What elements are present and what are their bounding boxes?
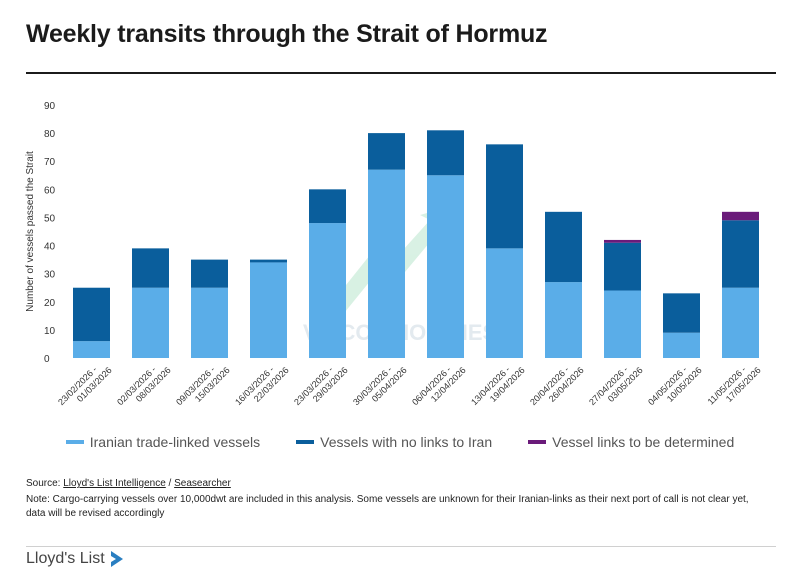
bar-segment-no-links (604, 242, 641, 291)
bar-segment-iranian (663, 332, 700, 358)
bar-segment-iranian (486, 248, 523, 358)
y-tick-label: 10 (44, 326, 56, 337)
footer-divider (26, 546, 776, 547)
x-tick-label: 23/03/2026 -29/03/2026 (292, 357, 350, 415)
y-tick-label: 0 (44, 354, 50, 365)
legend-swatch-iranian (65, 440, 84, 444)
y-tick-label: 50 (44, 213, 56, 224)
legend-label-no-links: Vessels with no links to Iran (320, 434, 493, 450)
bar-segment-iranian (309, 223, 346, 358)
legend-item-tbd: Vessel links to be determined (528, 434, 734, 450)
bar-segment-iranian (191, 287, 228, 358)
bar-segment-no-links (486, 144, 523, 249)
legend-label-iranian: Iranian trade-linked vessels (89, 434, 261, 450)
legend-label-tbd: Vessel links to be determined (552, 434, 735, 450)
bar-segment-no-links (309, 189, 346, 224)
y-tick-label: 80 (44, 129, 56, 140)
x-tick-label: 04/05/2026 -10/05/2026 (646, 357, 704, 415)
x-tick-label: 30/03/2026 -05/04/2026 (351, 357, 409, 415)
y-axis-label: Number of vessels passed the Strait (25, 151, 36, 312)
bar-segment-tbd (604, 239, 641, 243)
source-prefix: Source: (26, 478, 64, 489)
y-tick-label: 20 (44, 298, 56, 309)
y-tick-label: 90 (44, 101, 56, 112)
y-tick-label: 30 (44, 270, 56, 281)
bar-segment-iranian (73, 341, 110, 358)
x-tick-label: 02/03/2026 -08/03/2026 (115, 357, 173, 415)
legend-item-iranian: Iranian trade-linked vessels (65, 434, 261, 450)
logo-text: Lloyd's List (26, 550, 105, 567)
stacked-bar-chart: VN COMMODITIES0102030405060708090Number … (25, 101, 763, 415)
legend-swatch-tbd (528, 440, 547, 444)
x-tick-label: 27/04/2026 -03/05/2026 (587, 357, 645, 415)
legend-item-no-links: Vessels with no links to Iran (296, 434, 492, 450)
legend-swatch-no-links (296, 440, 315, 444)
bar-segment-no-links (250, 259, 287, 263)
watermark-arrow-icon (330, 205, 455, 312)
y-tick-label: 60 (44, 185, 56, 196)
bar-segment-no-links (368, 133, 405, 170)
x-tick-label: 16/03/2026 -22/03/2026 (233, 357, 291, 415)
bar-segment-tbd (722, 211, 759, 221)
bar-segment-no-links (73, 287, 110, 342)
x-tick-label: 11/05/2026 -17/05/2026 (706, 357, 763, 414)
x-tick-label: 20/04/2026 -26/04/2026 (528, 357, 586, 415)
bar-segment-iranian (368, 169, 405, 358)
bar-segment-no-links (427, 130, 464, 176)
bar-segment-no-links (191, 259, 228, 288)
source-link-seasearcher[interactable]: Seasearcher (174, 478, 231, 489)
lloyds-list-logo: Lloyd's List (26, 550, 125, 568)
legend: Iranian trade-linked vessels Vessels wit… (0, 434, 800, 450)
bar-segment-no-links (545, 211, 582, 283)
bar-segment-no-links (722, 220, 759, 288)
x-tick-label: 09/03/2026 -15/03/2026 (174, 357, 232, 415)
x-tick-label: 23/02/2026 -01/03/2026 (56, 357, 114, 415)
note-text: Note: Cargo-carrying vessels over 10,000… (26, 494, 749, 519)
bar-segment-iranian (545, 282, 582, 358)
page-title: Weekly transits through the Strait of Ho… (26, 20, 548, 48)
x-tick-label: 06/04/2026 -12/04/2026 (410, 357, 468, 415)
bar-segment-no-links (132, 248, 169, 288)
y-tick-label: 40 (44, 242, 56, 253)
bar-segment-iranian (427, 175, 464, 358)
x-tick-label: 13/04/2026 -19/04/2026 (469, 357, 527, 415)
source-separator: / (165, 478, 175, 489)
bar-segment-no-links (663, 293, 700, 333)
source-link-lloyds[interactable]: Lloyd's List Intelligence (63, 478, 166, 489)
bar-segment-iranian (132, 287, 169, 358)
bar-segment-iranian (250, 262, 287, 358)
source-line: Source: Lloyd's List Intelligence / Seas… (26, 478, 231, 489)
bar-segment-iranian (604, 290, 641, 358)
y-tick-label: 70 (44, 157, 56, 168)
title-divider (26, 72, 776, 74)
lloyds-list-logo-icon (110, 551, 123, 567)
bar-segment-iranian (722, 287, 759, 358)
